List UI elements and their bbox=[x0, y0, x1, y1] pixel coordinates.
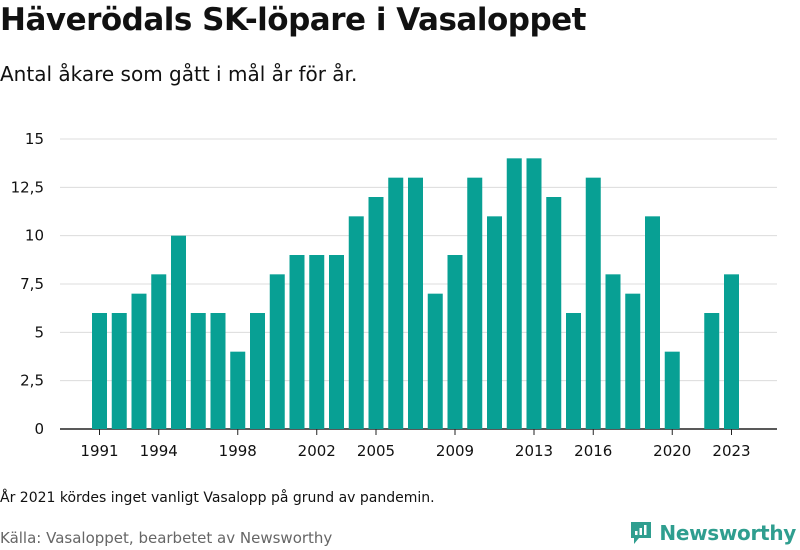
bar-2015 bbox=[566, 313, 581, 429]
y-tick-label: 10 bbox=[25, 227, 44, 245]
x-tick-label: 2013 bbox=[515, 442, 553, 460]
x-tick-label: 2020 bbox=[653, 442, 691, 460]
bar-2011 bbox=[487, 216, 502, 429]
y-tick-label: 5 bbox=[34, 323, 44, 341]
newsworthy-logo: Newsworthy bbox=[629, 520, 796, 546]
bar-2005 bbox=[368, 197, 384, 429]
bar-1993 bbox=[131, 293, 147, 429]
bar-1991 bbox=[92, 313, 107, 429]
bar-2013 bbox=[526, 158, 542, 430]
y-tick-label: 12,5 bbox=[11, 178, 44, 196]
bar-1999 bbox=[250, 313, 265, 429]
y-tick-label: 7,5 bbox=[20, 275, 44, 293]
source-credit: Källa: Vasaloppet, bearbetet av Newswort… bbox=[0, 529, 333, 547]
newsworthy-logo-icon bbox=[631, 522, 652, 544]
footnote: År 2021 kördes inget vanligt Vasalopp på… bbox=[0, 490, 435, 506]
bar-1995 bbox=[171, 235, 186, 429]
bar-1994 bbox=[151, 274, 167, 429]
x-tick-label: 1991 bbox=[80, 442, 118, 460]
x-axis-ticks: 1991 1994 1998 2002 2005 2009 2013 2016 2020 2023 bbox=[80, 429, 751, 460]
bar-2008 bbox=[427, 293, 443, 429]
bar-2023 bbox=[724, 274, 739, 429]
chart-title: Häverödals SK-löpare i Vasaloppet bbox=[0, 2, 586, 38]
bar-2004 bbox=[348, 216, 364, 429]
brand-name: Newsworthy bbox=[659, 521, 796, 545]
bar-2000 bbox=[269, 274, 285, 429]
y-tick-label: 2,5 bbox=[20, 372, 44, 390]
y-tick-label: 0 bbox=[34, 420, 44, 438]
x-tick-label: 2016 bbox=[574, 442, 612, 460]
bars bbox=[92, 158, 739, 430]
bar-2006 bbox=[388, 177, 404, 429]
bar-2014 bbox=[546, 197, 562, 429]
chart-subtitle: Antal åkare som gått i mål år för år. bbox=[0, 62, 358, 86]
bar-2019 bbox=[645, 216, 660, 429]
bar-2010 bbox=[467, 177, 483, 429]
bar-1996 bbox=[190, 313, 206, 429]
bar-1998 bbox=[230, 351, 246, 429]
x-tick-label: 1994 bbox=[140, 442, 178, 460]
bar-2002 bbox=[309, 255, 325, 429]
bar-2020 bbox=[664, 351, 680, 429]
x-tick-label: 2023 bbox=[712, 442, 750, 460]
y-axis-ticks: 0 2,5 5 7,5 10 12,5 15 bbox=[11, 130, 44, 438]
bar-2001 bbox=[289, 255, 305, 429]
bar-2007 bbox=[408, 177, 423, 429]
bar-2009 bbox=[447, 255, 463, 429]
bar-2017 bbox=[605, 274, 621, 429]
bar-chart: 0 2,5 5 7,5 10 12,5 15 1991 1994 1998 2002 2005 200… bbox=[11, 130, 777, 460]
bar-1992 bbox=[111, 313, 127, 429]
y-tick-label: 15 bbox=[25, 130, 44, 148]
bar-2012 bbox=[506, 158, 522, 430]
bar-2018 bbox=[625, 293, 641, 429]
x-tick-label: 1998 bbox=[219, 442, 257, 460]
x-tick-label: 2002 bbox=[298, 442, 336, 460]
bar-2022 bbox=[704, 313, 720, 429]
bar-1997 bbox=[210, 313, 226, 429]
x-tick-label: 2005 bbox=[357, 442, 395, 460]
bar-2016 bbox=[585, 177, 601, 429]
x-tick-label: 2009 bbox=[436, 442, 474, 460]
bar-2003 bbox=[329, 255, 344, 429]
